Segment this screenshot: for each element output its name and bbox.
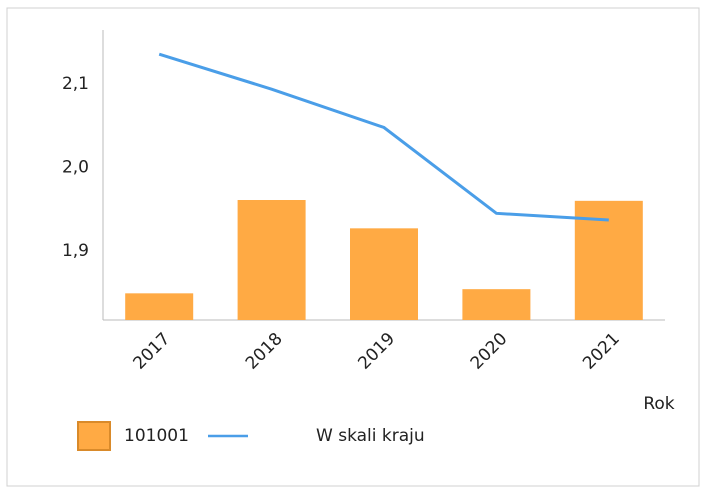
line-series — [158, 52, 609, 222]
chart-frame — [6, 7, 700, 487]
x-axis-label: Rok — [643, 394, 674, 414]
legend-swatch — [77, 421, 111, 451]
y-tick-label: 2,1 — [62, 74, 89, 94]
bar — [125, 293, 194, 320]
legend-label: 101001 — [124, 426, 189, 446]
bar — [350, 228, 418, 320]
y-tick-label: 1,9 — [62, 241, 89, 261]
x-tick-label: 2021 — [579, 329, 624, 374]
x-tick-label: 2020 — [467, 329, 512, 374]
bar — [462, 289, 531, 320]
x-tick-label: 2017 — [130, 329, 175, 374]
bar — [574, 200, 643, 320]
legend-label: W skali kraju — [316, 426, 425, 446]
x-tick-label: 2019 — [354, 329, 399, 374]
x-tick-label: 2018 — [242, 329, 287, 374]
y-tick-label: 2,0 — [62, 158, 89, 178]
bar — [237, 200, 306, 320]
